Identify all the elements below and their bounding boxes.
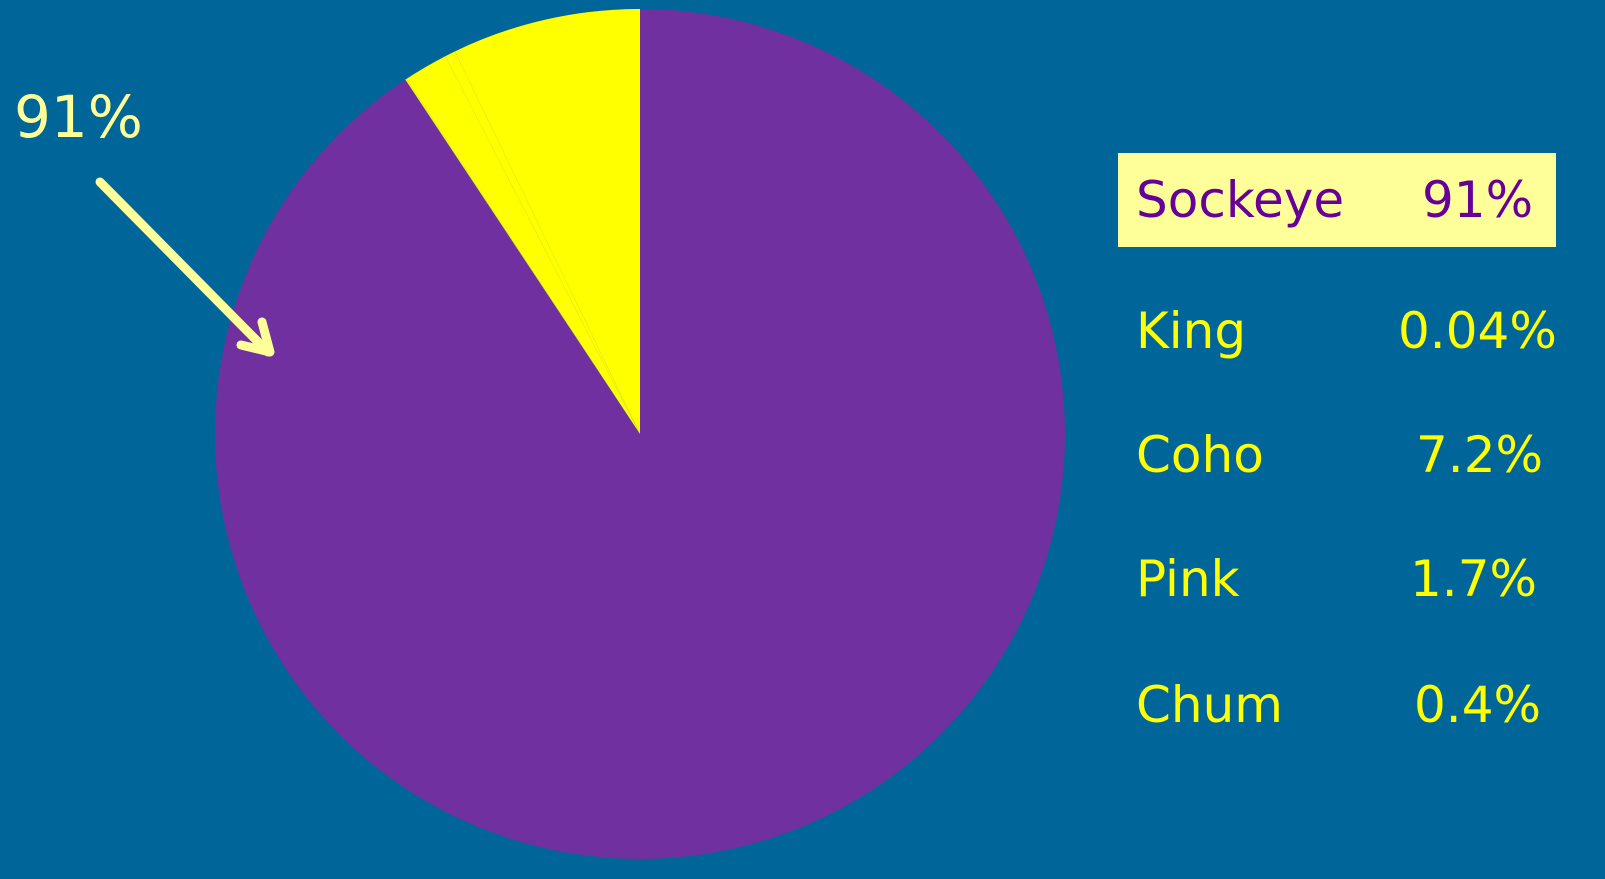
legend-value-sockeye: 91% bbox=[1422, 171, 1534, 229]
legend-label-sockeye: Sockeye bbox=[1136, 171, 1345, 229]
legend-label-coho: Coho bbox=[1136, 426, 1264, 484]
legend-label-pink: Pink bbox=[1136, 550, 1240, 608]
callout-arrow-head bbox=[236, 317, 275, 357]
legend-row-sockeye: Sockeye 91% bbox=[1118, 153, 1556, 247]
legend-value-king: 0.04% bbox=[1398, 302, 1557, 360]
callout-arrow-shaft bbox=[95, 177, 273, 357]
callout-arrow bbox=[95, 177, 275, 357]
legend-label-chum: Chum bbox=[1136, 676, 1283, 734]
legend-row-king: King 0.04% bbox=[1118, 284, 1557, 378]
pie-slice-chum bbox=[445, 51, 640, 434]
legend-row-coho: Coho 7.2% bbox=[1118, 408, 1556, 502]
legend-value-coho: 7.2% bbox=[1416, 426, 1544, 484]
pie-slice-king bbox=[405, 79, 640, 435]
legend-value-pink: 1.7% bbox=[1410, 550, 1538, 608]
pie-slice-pink bbox=[406, 56, 640, 434]
callout-label: 91% bbox=[14, 83, 143, 151]
pie-slice-coho bbox=[454, 9, 640, 434]
legend-value-chum: 0.4% bbox=[1414, 676, 1542, 734]
legend-label-king: King bbox=[1136, 302, 1247, 360]
legend-row-pink: Pink 1.7% bbox=[1118, 532, 1556, 626]
pie-slice-sockeye bbox=[214, 9, 1065, 860]
legend-row-chum: Chum 0.4% bbox=[1118, 658, 1556, 752]
